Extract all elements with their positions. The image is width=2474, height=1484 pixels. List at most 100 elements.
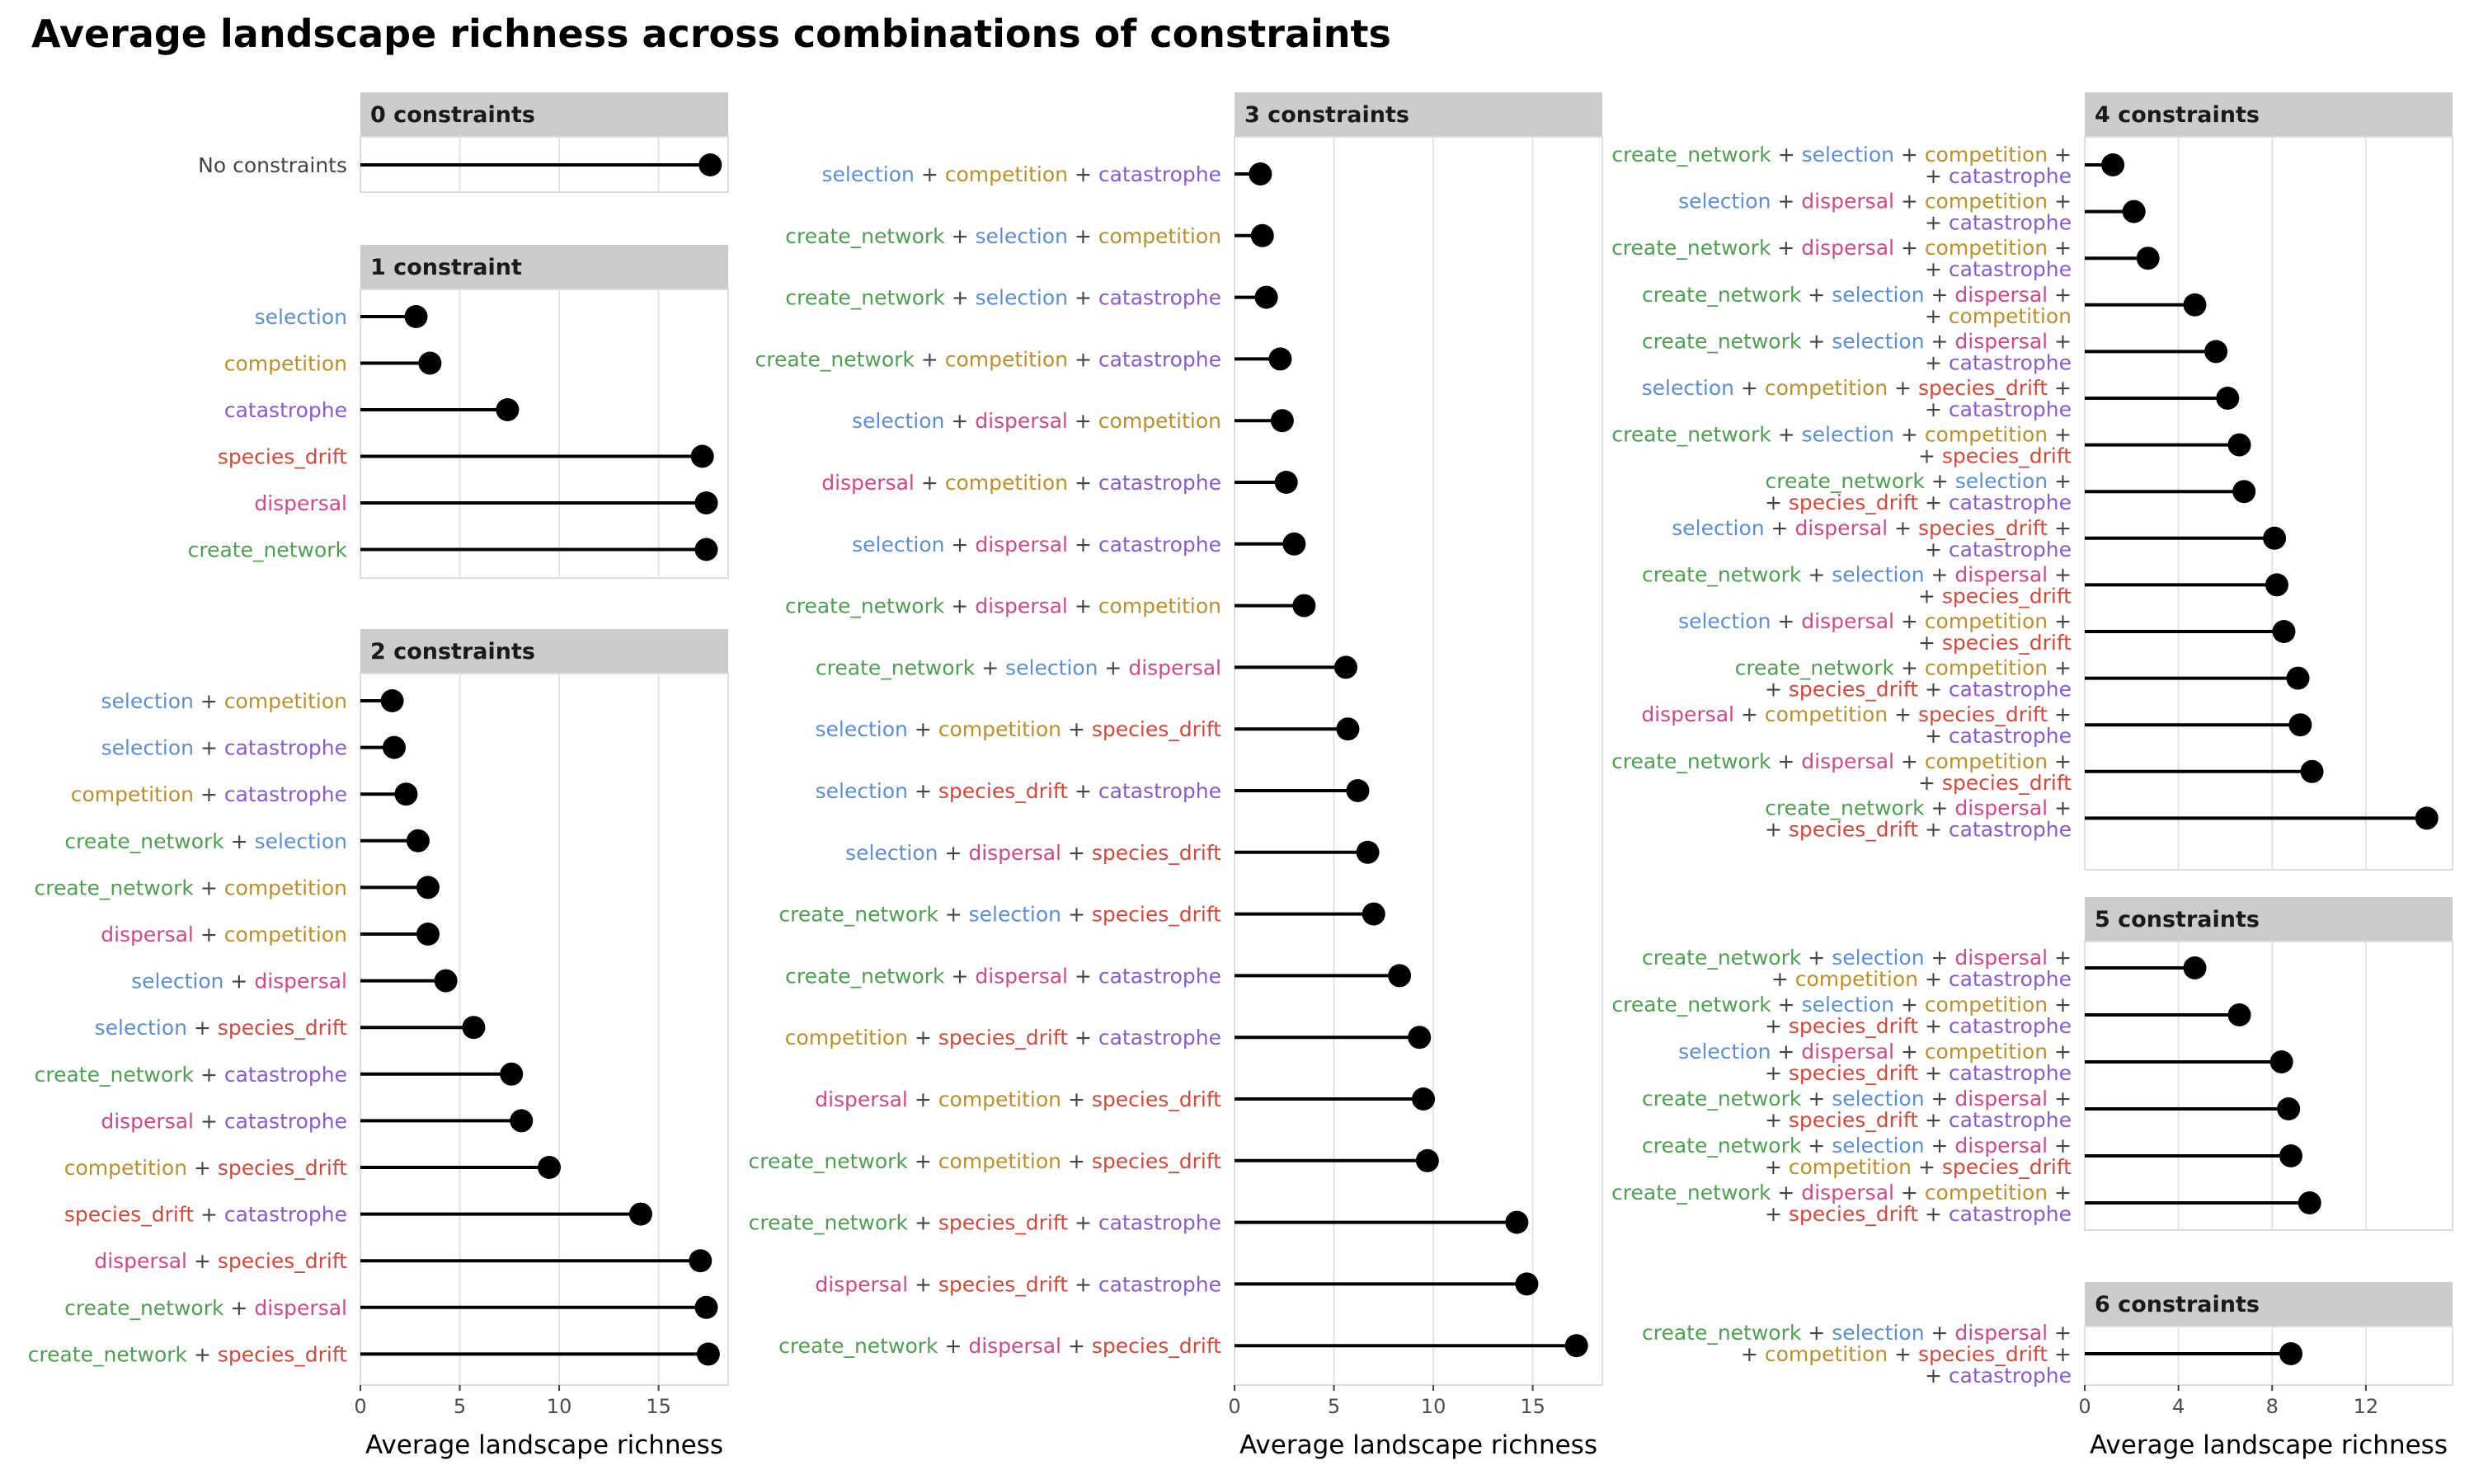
x-tick-label: 5 — [454, 1395, 466, 1418]
category-label: selection + dispersal + competition + + c… — [1678, 190, 2072, 235]
x-tick-label: 0 — [1228, 1395, 1240, 1418]
lollipop-point — [406, 829, 430, 852]
lollipop-point — [2298, 1191, 2321, 1214]
category-label: competition + species_drift + catastroph… — [785, 1026, 1221, 1050]
lollipop-point — [2216, 387, 2240, 410]
lollipop-point — [698, 153, 722, 176]
category-label: species_drift — [218, 445, 347, 469]
lollipop-point — [2204, 340, 2228, 364]
lollipop-point — [1505, 1210, 1529, 1234]
lollipop-point — [1254, 285, 1278, 309]
category-label: selection + dispersal + competition — [852, 409, 1221, 433]
lollipop-point — [2269, 1050, 2293, 1073]
panel-border — [360, 673, 729, 1386]
category-label: selection + competition + species_drift — [816, 717, 1222, 741]
lollipop-point — [1250, 223, 1274, 247]
lollipop-point — [2279, 1342, 2302, 1365]
panel-border — [360, 289, 729, 579]
category-label: create_network + catastrophe — [35, 1063, 347, 1087]
facet-panel: 3 constraints selection + competition + c… — [749, 92, 1603, 1460]
chart-title: Average landscape richness across combin… — [31, 12, 1391, 56]
lollipop-point — [1274, 471, 1298, 494]
facet-strip — [2085, 1282, 2453, 1327]
category-label: create_network + dispersal + competition — [785, 594, 1221, 618]
x-tick-label: 8 — [2266, 1395, 2279, 1418]
category-label: selection + species_drift — [95, 1016, 348, 1040]
category-label: create_network + selection + dispersal +… — [1642, 283, 2072, 328]
lollipop-point — [496, 398, 520, 421]
lollipop-point — [1412, 1087, 1436, 1111]
lollipop-point — [2136, 247, 2160, 270]
lollipop-point — [2232, 480, 2256, 504]
lollipop-point — [694, 491, 718, 514]
lollipop-point — [689, 1249, 713, 1273]
category-label: selection + catastrophe — [101, 736, 347, 760]
facet-title: 6 constraints — [2095, 1292, 2260, 1317]
lollipop-point — [404, 305, 428, 328]
category-label: create_network + selection + dispersal — [816, 655, 1221, 679]
lollipop-point — [2183, 293, 2207, 317]
lollipop-point — [380, 689, 404, 712]
facet-panel: 0 constraints No constraints — [198, 92, 729, 193]
facet-strip — [360, 629, 728, 674]
category-label: dispersal + competition — [101, 923, 347, 946]
lollipop-point — [1388, 964, 1412, 988]
x-tick-label: 15 — [1520, 1395, 1545, 1418]
lollipop-point — [690, 444, 714, 468]
facet-title: 4 constraints — [2095, 102, 2260, 128]
lollipop-point — [2286, 666, 2310, 690]
category-label: competition — [224, 352, 347, 376]
lollipop-point — [1346, 779, 1370, 802]
category-label: create_network + selection + dispersal +… — [1642, 946, 2072, 991]
category-label: create_network + selection + dispersal +… — [1642, 562, 2072, 608]
facet-panel: 1 constraint selection competition catastro… — [188, 245, 729, 579]
category-label: create_network + selection + dispersal +… — [1642, 1321, 2072, 1388]
lollipop-point — [500, 1062, 524, 1086]
category-label: create_network + selection + competition… — [1611, 993, 2072, 1038]
category-label: competition + catastrophe — [71, 782, 347, 806]
x-tick-label: 12 — [2354, 1395, 2379, 1418]
lollipop-point — [2227, 433, 2251, 457]
category-label: create_network + selection + species_dri… — [778, 903, 1221, 927]
facet-strip — [360, 92, 728, 137]
lollipop-point — [2277, 1097, 2301, 1120]
lollipop-point — [2300, 759, 2324, 783]
category-label: create_network + dispersal + species_dri… — [778, 1334, 1221, 1358]
lollipop-point — [694, 1295, 718, 1319]
category-label: selection + dispersal — [131, 970, 347, 993]
category-label: dispersal + competition + species_drift … — [1641, 702, 2072, 748]
category-label: create_network + dispersal + + species_dr… — [1765, 796, 2072, 841]
lollipop-point — [2122, 200, 2146, 223]
category-label: create_network + dispersal + competition… — [1611, 1181, 2072, 1226]
category-label: dispersal + species_drift — [94, 1249, 347, 1273]
lollipop-point — [1356, 840, 1380, 864]
lollipop-point — [2265, 573, 2288, 597]
category-label: species_drift + catastrophe — [64, 1203, 347, 1227]
lollipop-point — [394, 782, 418, 806]
category-label: selection — [255, 305, 347, 329]
category-label: create_network + selection + catastrophe — [785, 286, 1221, 310]
category-label: create_network + dispersal — [64, 1296, 347, 1320]
category-label: selection + competition + catastrophe — [822, 162, 1221, 186]
category-label: dispersal — [254, 491, 347, 515]
facet-strip — [360, 245, 728, 289]
lollipop-point — [1515, 1272, 1539, 1296]
lollipop-point — [1292, 594, 1316, 618]
category-label: create_network + dispersal + competition… — [1611, 236, 2072, 281]
lollipop-point — [1564, 1334, 1588, 1358]
facet-title: 2 constraints — [370, 639, 535, 665]
lollipop-point — [2101, 153, 2125, 176]
category-label: create_network + competition — [34, 876, 347, 899]
category-label: create_network + species_drift + catastr… — [749, 1211, 1221, 1235]
lollipop-point — [1362, 902, 1385, 926]
lollipop-point — [1334, 655, 1358, 679]
lollipop-point — [418, 351, 442, 375]
x-tick-label: 10 — [547, 1395, 572, 1418]
facet-panel: 6 constraints create_network + selection … — [1642, 1282, 2453, 1460]
category-label: create_network — [188, 538, 348, 562]
category-label: competition + species_drift — [64, 1156, 347, 1180]
x-axis-label: Average landscape richness — [1239, 1430, 1597, 1460]
facet-panel: 2 constraints selection + competition sele… — [28, 629, 729, 1460]
lollipop-point — [510, 1109, 534, 1133]
